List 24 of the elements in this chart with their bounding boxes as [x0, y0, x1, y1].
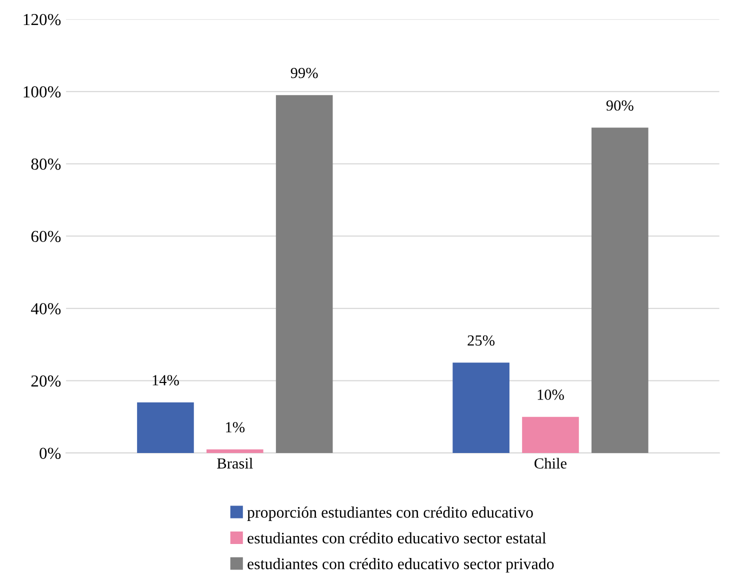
- bar: [452, 362, 510, 453]
- data-label: 25%: [468, 335, 495, 346]
- y-tick-label: 120%: [24, 14, 61, 26]
- data-label: 90%: [606, 100, 634, 111]
- bar: [206, 449, 264, 453]
- y-tick-label: 0%: [40, 448, 61, 459]
- y-tick-label: 100%: [24, 86, 61, 98]
- legend-label: proporción estudiantes con crédito educativo: [247, 506, 533, 521]
- data-label: 99%: [290, 68, 318, 78]
- y-tick-label: 40%: [30, 303, 61, 314]
- bar: [276, 95, 333, 453]
- legend-label: estudiantes con crédito educativo sector privado: [248, 558, 554, 573]
- legend-label: estudiantes con crédito educativo sector estatal: [248, 532, 546, 544]
- data-label: 14%: [152, 375, 179, 386]
- y-tick-label: 20%: [31, 375, 61, 387]
- y-tick-label: 60%: [31, 230, 61, 242]
- bar: [592, 128, 648, 453]
- bar: [137, 402, 194, 453]
- data-label: 10%: [538, 390, 564, 400]
- x-tick-label: Brasil: [217, 458, 253, 469]
- x-tick-label: Chile: [534, 458, 567, 469]
- bar: [522, 416, 579, 453]
- y-tick-label: 80%: [31, 158, 61, 170]
- data-label: 1%: [226, 422, 245, 432]
